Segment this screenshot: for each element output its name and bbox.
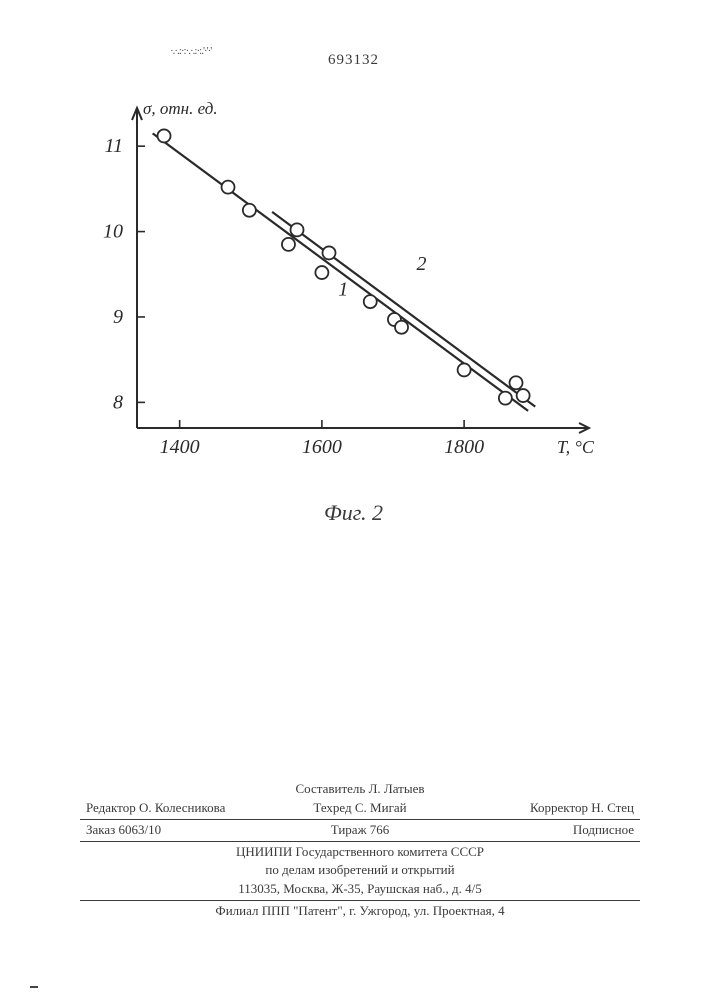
svg-text:8: 8 (113, 391, 123, 413)
chart-svg: 8 9 10 11 1400 1600 1800 σ, отн. ед. T, °C 1 2 (75, 100, 605, 490)
editor: Редактор О. Колесникова (86, 799, 269, 818)
print-artifact: ·.·.:·:·.·.:·:.'·'·' (170, 45, 211, 57)
svg-text:10: 10 (103, 221, 123, 243)
branch: Филиал ППП "Патент", г. Ужгород, ул. Про… (80, 902, 640, 921)
org-line-2: по делам изобретений и открытий (80, 861, 640, 880)
svg-text:σ, отн. ед.: σ, отн. ед. (143, 100, 218, 118)
circulation: Тираж 766 (269, 821, 452, 840)
subscription: Подписное (451, 821, 634, 840)
figure-caption: Фиг. 2 (324, 500, 383, 526)
order-no: Заказ 6063/10 (86, 821, 269, 840)
svg-text:2: 2 (416, 253, 426, 275)
svg-text:1600: 1600 (302, 436, 342, 458)
tech-editor: Техред С. Мигай (269, 799, 452, 818)
org-line-1: ЦНИИПИ Государственного комитета СССР (80, 843, 640, 862)
svg-text:9: 9 (113, 306, 123, 328)
svg-text:1800: 1800 (444, 436, 484, 458)
composer-line: Составитель Л. Латыев (80, 780, 640, 799)
address: 113035, Москва, Ж-35, Раушская наб., д. … (80, 880, 640, 899)
crop-mark (30, 986, 38, 988)
corrector: Корректор Н. Стец (451, 799, 634, 818)
svg-text:T, °C: T, °C (557, 437, 595, 457)
chart-figure-2: 8 9 10 11 1400 1600 1800 σ, отн. ед. T, °C 1 2 (75, 100, 605, 490)
page-number: 693132 (328, 52, 379, 69)
svg-text:1400: 1400 (160, 436, 200, 458)
svg-text:11: 11 (104, 135, 123, 157)
svg-text:1: 1 (338, 279, 348, 301)
imprint-footer: Составитель Л. Латыев Редактор О. Колесн… (80, 780, 640, 921)
